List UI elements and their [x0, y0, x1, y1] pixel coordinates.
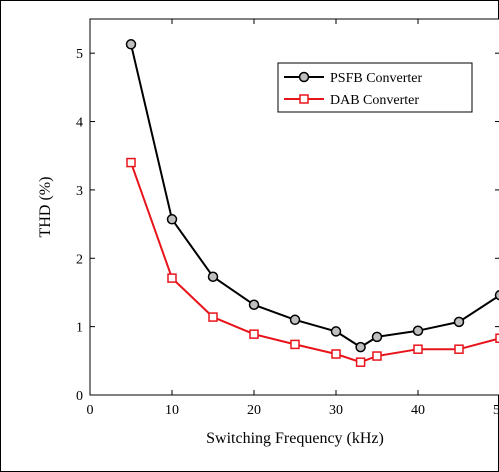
legend-label-dab: DAB Converter	[330, 93, 419, 108]
data-point	[494, 290, 499, 301]
y-tick-label: 2	[76, 252, 83, 267]
y-tick-label: 0	[76, 389, 83, 404]
x-tick-label: 50	[493, 403, 499, 418]
data-point	[126, 157, 136, 168]
data-point	[495, 333, 499, 344]
data-point	[248, 299, 260, 311]
legend-marker-psfb	[298, 71, 310, 83]
y-tick-label: 1	[76, 321, 83, 336]
data-point	[289, 314, 301, 326]
legend-box	[277, 62, 473, 113]
data-point	[412, 325, 424, 336]
data-point	[330, 326, 342, 337]
x-tick-label: 0	[87, 403, 94, 418]
x-tick-label: 20	[247, 403, 261, 418]
data-point	[331, 349, 341, 359]
data-point	[167, 273, 177, 283]
data-point	[290, 339, 300, 350]
data-point	[372, 351, 382, 361]
y-tick-label: 5	[76, 47, 83, 62]
x-axis-label: Switching Frequency (kHz)	[206, 430, 384, 447]
data-point	[125, 39, 137, 50]
data-point	[166, 214, 178, 225]
legend-marker-dab	[299, 94, 309, 104]
legend-label-psfb: PSFB Converter	[330, 71, 423, 86]
axis-ticks: 0 10 20 30 40 50 0 1 2 3 4 5	[76, 19, 499, 418]
series-layer	[125, 39, 499, 367]
y-tick-label: 3	[76, 184, 83, 199]
y-axis-label: THD (%)	[37, 177, 54, 238]
data-point	[355, 357, 366, 367]
data-point	[453, 316, 465, 328]
x-tick-label: 40	[411, 403, 425, 418]
data-point	[413, 344, 423, 354]
x-tick-label: 10	[165, 403, 179, 418]
data-point	[208, 312, 218, 322]
data-point	[207, 271, 219, 282]
x-tick-label: 30	[329, 403, 343, 418]
legend: PSFB Converter DAB Converter	[277, 62, 473, 113]
data-point	[355, 341, 366, 353]
data-point	[454, 344, 464, 354]
data-point	[249, 329, 259, 339]
y-tick-label: 4	[76, 116, 83, 131]
data-point	[371, 331, 383, 343]
